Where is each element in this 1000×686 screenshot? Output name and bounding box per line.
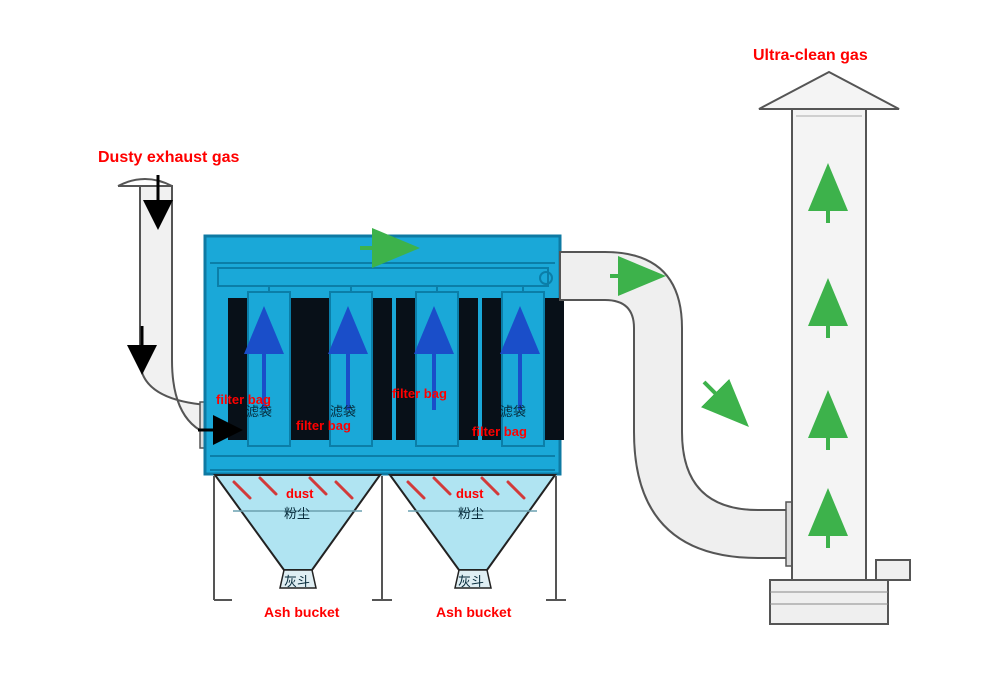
label-filter-bag-4: filter bag <box>472 424 527 439</box>
label-dusty-exhaust: Dusty exhaust gas <box>98 149 239 167</box>
diagram-canvas: 滤袋滤袋滤袋粉尘粉尘灰斗灰斗 Dusty exhaust gas Ultra-c… <box>0 0 1000 686</box>
svg-text:滤袋: 滤袋 <box>500 404 526 419</box>
label-dust-1: dust <box>286 486 313 501</box>
label-ash-bucket-2: Ash bucket <box>436 604 511 620</box>
svg-text:粉尘: 粉尘 <box>458 506 484 521</box>
label-filter-bag-2: filter bag <box>296 418 351 433</box>
label-filter-bag-1: filter bag <box>216 392 271 407</box>
svg-text:灰斗: 灰斗 <box>458 574 484 589</box>
outlet-pipe <box>560 252 794 566</box>
label-filter-bag-3: filter bag <box>392 386 447 401</box>
label-ash-bucket-1: Ash bucket <box>264 604 339 620</box>
svg-text:灰斗: 灰斗 <box>284 574 310 589</box>
hoppers <box>215 475 555 588</box>
svg-text:滤袋: 滤袋 <box>330 404 356 419</box>
svg-text:粉尘: 粉尘 <box>284 506 310 521</box>
diagram-svg: 滤袋滤袋滤袋粉尘粉尘灰斗灰斗 <box>0 0 1000 686</box>
label-dust-2: dust <box>456 486 483 501</box>
label-ultra-clean: Ultra-clean gas <box>753 47 868 65</box>
